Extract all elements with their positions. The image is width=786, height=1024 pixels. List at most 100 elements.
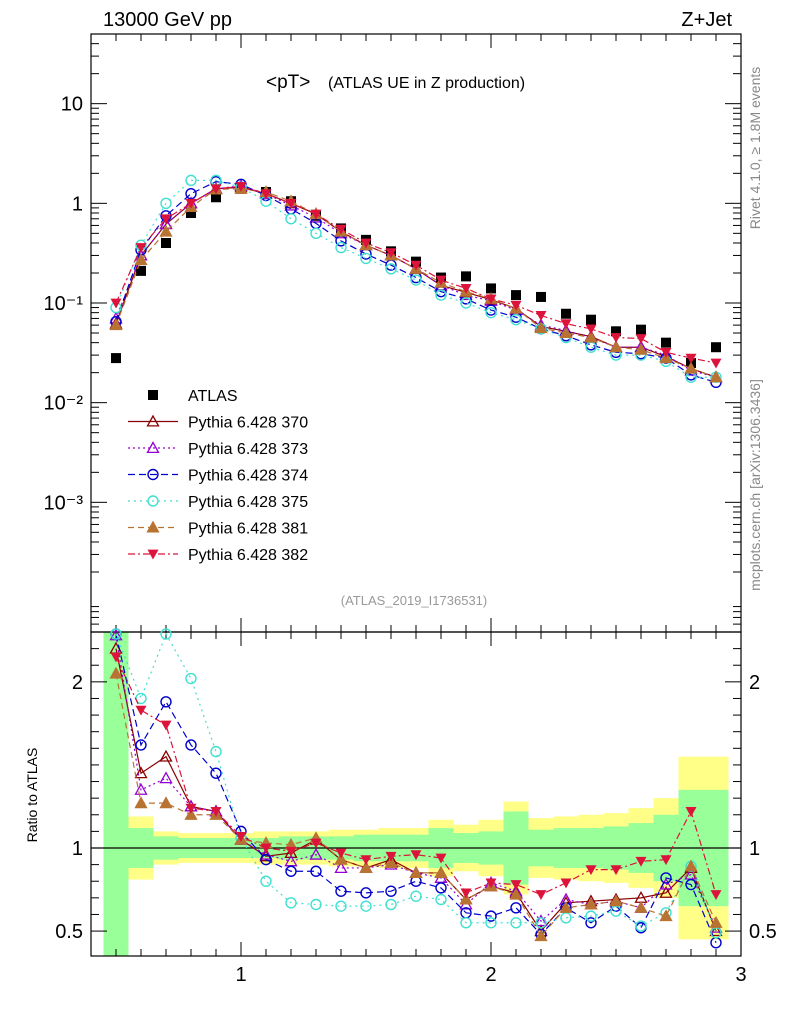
- data-point: [160, 197, 172, 210]
- data-point: [185, 198, 197, 209]
- data-point: [360, 252, 372, 265]
- ratio-point: [360, 887, 372, 899]
- data-point: [685, 353, 697, 364]
- ratio-point: [510, 880, 522, 891]
- legend-marker: [147, 468, 159, 481]
- data-point: [634, 342, 648, 355]
- data-point: [584, 330, 598, 343]
- x-tick-label: 3: [735, 964, 746, 986]
- ratio-point: [185, 672, 197, 685]
- ratio-point: [184, 807, 198, 820]
- data-point: [711, 342, 721, 353]
- ratio-point: [335, 885, 347, 897]
- ratio-point: [434, 866, 448, 878]
- ratio-line-1: [115, 648, 717, 933]
- ratio-point: [110, 652, 122, 663]
- legend-label: Pythia 6.428 382: [188, 547, 308, 564]
- ratio-point: [334, 852, 348, 865]
- ratio-point: [435, 893, 447, 906]
- data-point: [636, 324, 646, 335]
- data-point: [109, 318, 123, 331]
- ratio-point: [385, 898, 397, 911]
- watermark: (ATLAS_2019_I1736531): [341, 593, 487, 608]
- ratio-point: [285, 865, 297, 877]
- ratio-point: [160, 628, 172, 640]
- ratio-point: [135, 705, 147, 716]
- data-point: [210, 184, 222, 195]
- data-point: [610, 333, 622, 344]
- data-point: [710, 358, 722, 369]
- data-point: [660, 347, 672, 358]
- data-point: [161, 237, 171, 248]
- ratio-point: [409, 866, 423, 878]
- ratio-tick-label: 0.5: [55, 921, 83, 943]
- legend-label: Pythia 6.428 375: [188, 494, 308, 511]
- ratio-point: [660, 872, 672, 884]
- data-point: [535, 311, 547, 321]
- data-point: [511, 290, 521, 301]
- data-point: [285, 198, 297, 209]
- ratio-tick-label-right: 2: [749, 672, 760, 694]
- legend-marker: [148, 390, 158, 400]
- ratio-point: [134, 796, 148, 809]
- ratio-point: [485, 910, 497, 922]
- ratio-point: [635, 920, 647, 932]
- ratio-point: [285, 897, 297, 909]
- data-point: [561, 308, 571, 319]
- ratio-point: [185, 803, 197, 814]
- data-point: [135, 243, 147, 254]
- ratio-point: [385, 885, 397, 897]
- data-point: [410, 260, 422, 271]
- ratio-point: [685, 807, 697, 817]
- data-point: [335, 224, 347, 235]
- ratio-point: [159, 796, 173, 809]
- data-point: [709, 370, 723, 383]
- main-series: [109, 174, 723, 389]
- ratio-point: [510, 902, 522, 914]
- data-point: [611, 326, 621, 337]
- data-point: [460, 284, 472, 294]
- data-point: [285, 213, 297, 225]
- ratio-point: [309, 847, 323, 860]
- data-point: [534, 321, 548, 334]
- data-point: [136, 265, 146, 276]
- ratio-point: [659, 909, 673, 922]
- ratio-point: [335, 848, 347, 859]
- rivet-label: Rivet 4.1.0, ≥ 1.8M events: [747, 67, 763, 230]
- y-tick-label: 10⁻¹: [44, 293, 84, 315]
- ratio-uncertainty-bands: [103, 632, 729, 956]
- legend-label: Pythia 6.428 381: [188, 521, 308, 538]
- ratio-point: [210, 745, 222, 758]
- ratio-point: [634, 900, 648, 913]
- data-point: [460, 297, 472, 309]
- data-point: [510, 300, 522, 311]
- ratio-point: [159, 771, 173, 784]
- mcplots-label: mcplots.cern.ch [arXiv:1306.3436]: [747, 379, 763, 591]
- x-tick-label: 1: [235, 964, 246, 986]
- legend-marker: [147, 549, 159, 560]
- ratio-point: [259, 847, 273, 860]
- ratio-point: [485, 878, 497, 889]
- ratio-tick-label-right: 1: [749, 838, 760, 860]
- data-point: [661, 337, 671, 348]
- data-point: [461, 271, 471, 282]
- ratio-point: [260, 875, 272, 887]
- ratio-point: [160, 720, 172, 731]
- ratio-point: [585, 865, 597, 876]
- data-point: [260, 189, 272, 200]
- data-point: [235, 181, 247, 192]
- data-point: [185, 174, 197, 187]
- legend-label: ATLAS: [188, 388, 238, 405]
- ratio-point: [185, 739, 197, 751]
- ratio-point: [510, 917, 522, 929]
- ratio-point: [435, 882, 447, 894]
- legend-marker: [146, 414, 160, 427]
- ratio-point: [560, 878, 572, 889]
- ratio-point: [310, 898, 322, 911]
- ratio-point: [235, 831, 247, 842]
- ratio-point: [335, 900, 347, 912]
- data-point: [485, 306, 497, 319]
- y-tick-label: 1: [72, 193, 83, 215]
- ratio-point: [509, 887, 523, 900]
- ratio-point: [359, 861, 373, 873]
